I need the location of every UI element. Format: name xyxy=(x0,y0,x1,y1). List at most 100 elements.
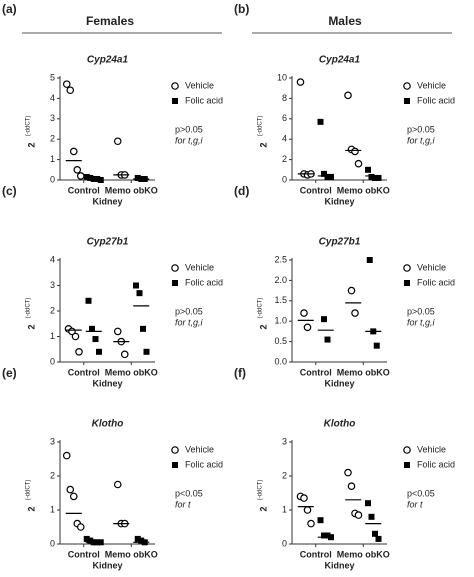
data-point xyxy=(133,282,139,289)
y-tick-label: 10 xyxy=(277,72,287,82)
data-point xyxy=(134,174,141,181)
y-tick-label: 0.0 xyxy=(274,356,287,366)
y-tick-label: 0 xyxy=(50,356,55,366)
data-point xyxy=(368,173,375,180)
data-point xyxy=(347,286,356,295)
y-tick-label: 2.0 xyxy=(274,275,287,285)
annotation: p>0.05 xyxy=(175,124,203,134)
data-point xyxy=(96,348,102,355)
x-axis-label: Kidney xyxy=(92,560,122,570)
y-tick-label: 0 xyxy=(50,174,55,184)
legend-label: Folic acid xyxy=(185,95,223,105)
annotation: p>0.05 xyxy=(407,124,435,134)
data-point xyxy=(372,174,378,181)
x-axis-label: Kidney xyxy=(92,378,122,388)
data-point xyxy=(344,468,352,477)
data-point xyxy=(143,348,150,355)
y-tick-label: 2 xyxy=(282,154,287,164)
data-point xyxy=(87,537,94,544)
annotation: for t xyxy=(407,499,423,509)
data-point xyxy=(354,159,363,168)
x-axis-label: Kidney xyxy=(324,560,354,570)
y-tick-label: 4 xyxy=(282,134,287,144)
y-tick-label: 3 xyxy=(50,436,55,446)
data-point xyxy=(324,336,331,343)
data-point xyxy=(365,166,371,173)
data-point xyxy=(324,173,331,180)
y-tick-label: 2.5 xyxy=(274,254,287,264)
legend-label: Folic acid xyxy=(185,277,223,287)
legend-marker xyxy=(404,462,410,468)
y-tick-label: 4 xyxy=(50,254,55,264)
data-point xyxy=(300,494,308,502)
annotation: p<0.05 xyxy=(407,488,435,498)
panel-label: (a) xyxy=(2,2,17,16)
data-point xyxy=(73,166,82,174)
legend-marker xyxy=(171,82,179,90)
y-tick-label: 1 xyxy=(50,504,55,514)
data-point xyxy=(307,519,315,528)
x-axis-label: Kidney xyxy=(92,196,122,206)
data-point xyxy=(372,530,378,537)
y-tick-label: 2 xyxy=(50,470,55,480)
chart-title: Cyp24a1 xyxy=(87,55,129,66)
legend-marker xyxy=(172,98,178,104)
x-tick-label: Memo obKO xyxy=(105,549,158,559)
annotation: for t,g,i xyxy=(407,317,436,327)
y-tick-label: 8 xyxy=(282,93,287,103)
data-point xyxy=(76,172,85,180)
y-axis-label-sup: (-ddCT) xyxy=(258,298,264,319)
y-axis-label-sup: (-ddCT) xyxy=(258,480,264,501)
y-tick-label: 3 xyxy=(50,280,55,290)
data-point xyxy=(368,513,375,520)
chart-title: Klotho xyxy=(92,419,124,430)
x-tick-label: Memo obKO xyxy=(105,185,158,195)
data-point xyxy=(75,347,83,356)
data-point xyxy=(69,492,78,501)
legend-label: Vehicle xyxy=(417,262,446,272)
legend-label: Folic acid xyxy=(417,95,455,105)
x-tick-label: Control xyxy=(68,367,100,377)
data-point xyxy=(62,451,71,460)
data-point xyxy=(66,86,75,95)
y-axis-label: 2 xyxy=(258,142,268,147)
legend-marker xyxy=(171,446,179,454)
y-axis-label: 2 xyxy=(26,324,36,329)
data-point xyxy=(134,535,141,542)
annotation: for t,g,i xyxy=(175,317,204,327)
y-axis-label: 2 xyxy=(258,324,268,329)
data-point xyxy=(296,78,305,86)
data-point xyxy=(140,325,146,332)
y-tick-label: 0 xyxy=(282,174,287,184)
x-axis-label: Kidney xyxy=(324,378,354,388)
legend-label: Vehicle xyxy=(417,80,446,90)
y-tick-label: 1.5 xyxy=(274,295,287,305)
data-point xyxy=(113,137,122,146)
annotation: for t,g,i xyxy=(407,135,436,145)
y-tick-label: 2 xyxy=(50,305,55,315)
data-point xyxy=(89,325,95,332)
data-point xyxy=(113,480,122,489)
y-tick-label: 4 xyxy=(50,93,55,103)
x-tick-label: Memo obKO xyxy=(337,549,390,559)
annotation: for t,g,i xyxy=(175,135,204,145)
data-point xyxy=(303,506,312,514)
y-tick-label: 0 xyxy=(50,538,55,548)
data-point xyxy=(71,332,80,341)
annotation: p>0.05 xyxy=(407,306,435,316)
data-point xyxy=(365,500,371,507)
panel-label: (d) xyxy=(234,184,249,198)
x-tick-label: Control xyxy=(68,185,100,195)
data-point xyxy=(113,327,122,336)
chart-title: Klotho xyxy=(324,419,356,430)
y-tick-label: 2 xyxy=(282,470,287,480)
data-point xyxy=(321,316,327,323)
data-point xyxy=(92,336,99,343)
legend-marker xyxy=(172,280,178,286)
data-point xyxy=(85,297,92,304)
annotation: p<0.05 xyxy=(175,488,203,498)
legend-label: Vehicle xyxy=(417,444,446,454)
legend-label: Folic acid xyxy=(417,459,455,469)
legend-marker xyxy=(171,264,179,272)
